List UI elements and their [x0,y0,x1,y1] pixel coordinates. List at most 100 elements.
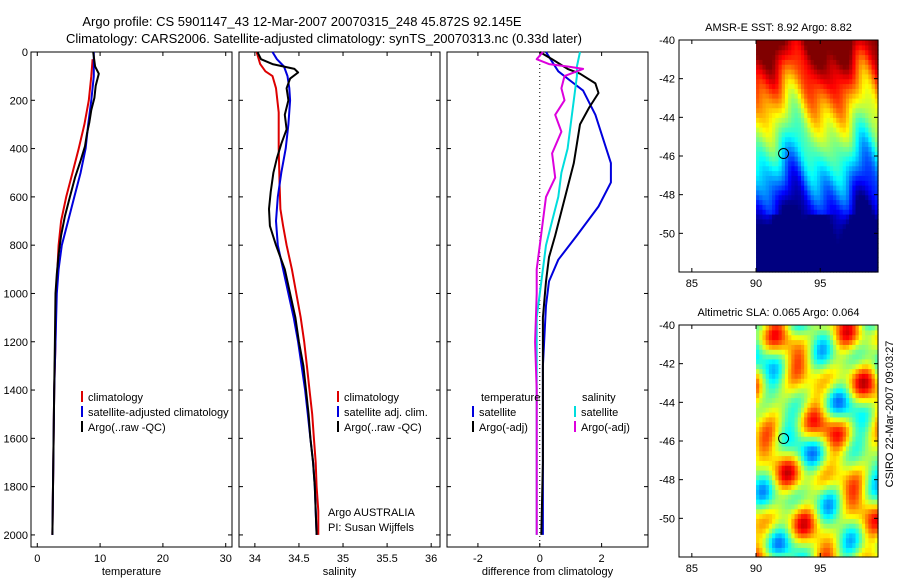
sst_map-heatmap-cell [810,117,815,123]
sla_map-heatmap-cell [765,358,770,365]
sla_map-heatmap-cell [829,373,834,379]
sst_map-heatmap-cell [871,102,876,109]
sst_map-heatmap-cell [756,194,760,201]
sst_map-heatmap-cell [756,107,760,114]
sst_map-heatmap-cell [772,93,776,99]
sst_map-heatmap-cell [839,127,844,133]
sst_map-heatmap-cell [861,257,866,263]
sla_map-heatmap-cell [807,378,812,384]
sla_map-heatmap-cell [874,455,879,461]
sla_map-heatmap-cell [756,503,760,510]
salinity-xtick-label: 35 [337,553,349,565]
sla_map-heatmap-cell [849,436,853,442]
sla_map-heatmap-cell [804,402,808,408]
sla_map-heatmap-cell [784,354,789,360]
sla_map-heatmap-cell [874,484,879,490]
sst_map-heatmap-cell [829,257,834,263]
sst_map-heatmap-cell [762,127,767,133]
sla_map-heatmap-cell [820,489,825,495]
sst_map-heatmap-cell [762,180,767,186]
sst_map-heatmap-cell [791,238,796,244]
sst_map-heatmap-cell [775,102,780,109]
sla_map-heatmap-cell [791,479,796,486]
sla_map-heatmap-cell [836,494,841,500]
sla_map-heatmap-cell [833,407,837,413]
sla_map-heatmap-cell [784,373,789,379]
sla_map-heatmap-cell [800,552,805,558]
sla_map-heatmap-cell [759,503,764,510]
salinity-xlabel: salinity [323,566,357,578]
sst_map-heatmap-cell [791,189,796,196]
sst_map-heatmap-cell [858,73,863,80]
sla_map-heatmap-cell [852,441,857,447]
sst_map-heatmap-cell [810,218,815,225]
sla_map-heatmap-cell [784,368,789,374]
sla_map-heatmap-cell [820,455,825,461]
sst_map-heatmap-cell [852,112,857,118]
sst_map-heatmap-cell [858,165,863,172]
sla_map-heatmap-cell [784,441,789,447]
sst_map-heatmap-cell [842,64,847,70]
sla_map-heatmap-cell [794,339,799,345]
sla_map-heatmap-cell [800,484,805,490]
sla_map-heatmap-cell [762,329,767,336]
sst_map-heatmap-cell [781,59,786,65]
sla_map-heatmap-cell [868,508,873,515]
sla_map-heatmap-cell [849,450,853,457]
sst_map-heatmap-cell [813,194,818,201]
sst_map-heatmap-cell [807,83,812,89]
sst_map-heatmap-cell [797,64,802,70]
sla_map-heatmap-cell [823,508,828,515]
sla_map-heatmap-cell [826,455,831,461]
sst_map-heatmap-cell [810,98,815,104]
sla_map-heatmap-cell [874,387,879,394]
sst_map-heatmap-cell [756,267,760,273]
sst_map-heatmap-cell [842,83,847,89]
sla_map-heatmap-cell [861,518,866,524]
sla_map-heatmap-cell [868,426,873,432]
sla_map-heatmap-cell [817,499,821,505]
sst_map-heatmap-cell [772,180,776,186]
sla_map-heatmap-cell [868,542,873,548]
sla_map-heatmap-cell [794,412,799,418]
sla_map-heatmap-cell [817,412,821,418]
sla_map-heatmap-cell [762,499,767,505]
sla_map-heatmap-cell [826,513,831,519]
sla_map-heatmap-cell [849,474,853,481]
sst_map-heatmap-cell [784,218,789,225]
sst_map-heatmap-cell [852,44,857,51]
sst_map-heatmap-cell [820,102,825,109]
sla_map-heatmap-cell [829,431,834,437]
sst_map-heatmap-cell [842,243,847,249]
sst_map-heatmap-cell [845,175,850,181]
sla_map-heatmap-cell [829,402,834,408]
plots-layer: 0 10 20 30temperature0200400600800100012001… [4,22,879,578]
sst_map-heatmap-cell [778,59,783,65]
sla_map-heatmap-cell [858,542,863,548]
sst_map-heatmap-cell [852,156,857,162]
sst_map-heatmap-cell [775,238,780,244]
sla_map-heatmap-cell [849,349,853,355]
sst_map-heatmap-cell [807,98,812,104]
sla_map-heatmap-cell [865,503,869,510]
sla_map-heatmap-cell [833,383,837,389]
sst_map-heatmap-cell [772,78,776,85]
sla_map-heatmap-cell [820,523,825,529]
sla_map-heatmap-cell [826,358,831,365]
sst_map-heatmap-cell [804,238,808,244]
sla_map-heatmap-cell [794,387,799,394]
sla_map-heatmap-cell [865,489,869,495]
sla_map-heatmap-cell [852,542,857,548]
sst_map-heatmap-cell [791,204,796,210]
sla_map-heatmap-cell [759,407,764,413]
sla_map-heatmap-cell [775,484,780,490]
sst_map-heatmap-cell [871,44,876,51]
sla_map-heatmap-cell [817,528,821,534]
sla_map-heatmap-cell [775,387,780,394]
sst_map-heatmap-cell [788,262,792,268]
sla_map-heatmap-cell [833,547,837,553]
sst_map-heatmap-cell [858,228,863,234]
sla_map-heatmap-cell [768,402,773,408]
sst_map-heatmap-cell [820,88,825,94]
sla_map-heatmap-cell [833,373,837,379]
